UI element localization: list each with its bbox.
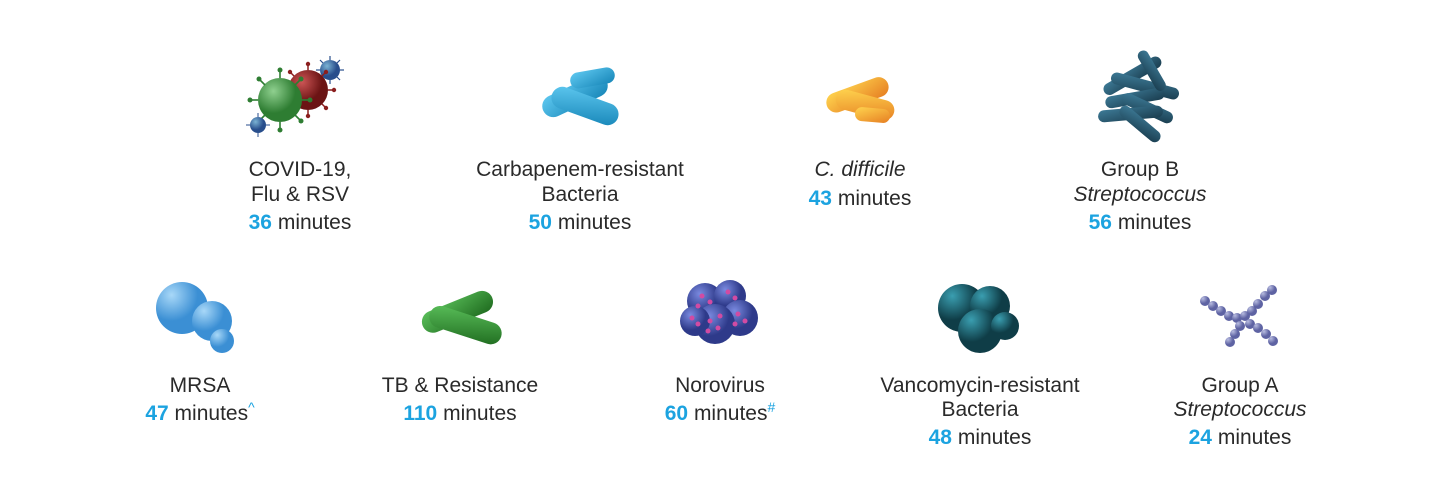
norovirus-cluster-icon bbox=[660, 266, 780, 366]
dark-rod-cluster-icon bbox=[1080, 50, 1200, 150]
row-1: COVID-19, Flu & RSV 36 minutes Carbapene… bbox=[40, 50, 1400, 236]
cell-groupa: Group A Streptococcus 24 minutes bbox=[1120, 266, 1360, 452]
pathogen-title: Group A Streptococcus bbox=[1173, 374, 1306, 422]
pathogen-title: Carbapenem-resistant Bacteria bbox=[476, 158, 684, 206]
pathogen-title: TB & Resistance bbox=[382, 374, 538, 398]
pathogen-title: Vancomycin-resistant Bacteria bbox=[880, 374, 1079, 422]
cell-norovirus: Norovirus 60 minutes# bbox=[600, 266, 840, 427]
virus-cluster-icon bbox=[240, 50, 360, 150]
cell-vancomycin: Vancomycin-resistant Bacteria 48 minutes bbox=[860, 266, 1100, 452]
time-value: 24 minutes bbox=[1189, 422, 1292, 451]
pathogen-title: C. difficile bbox=[814, 158, 905, 182]
time-value: 60 minutes# bbox=[665, 398, 776, 427]
cell-tb: TB & Resistance 110 minutes bbox=[340, 266, 580, 427]
pathogen-title: COVID-19, Flu & RSV bbox=[249, 158, 352, 206]
chain-spheres-icon bbox=[1180, 266, 1300, 366]
cell-covid: COVID-19, Flu & RSV 36 minutes bbox=[180, 50, 420, 236]
pathogen-title: Norovirus bbox=[675, 374, 765, 398]
time-value: 110 minutes bbox=[403, 398, 516, 427]
time-value: 56 minutes bbox=[1089, 207, 1192, 236]
cell-cdiff: C. difficile 43 minutes bbox=[740, 50, 980, 211]
cell-groupb: Group B Streptococcus 56 minutes bbox=[1020, 50, 1260, 236]
blue-spheres-icon bbox=[140, 266, 260, 366]
blue-rods-icon bbox=[520, 50, 640, 150]
time-value: 50 minutes bbox=[529, 207, 632, 236]
time-value: 36 minutes bbox=[249, 207, 352, 236]
pathogen-title: MRSA bbox=[170, 374, 231, 398]
pathogen-title: Group B Streptococcus bbox=[1073, 158, 1206, 206]
time-value: 48 minutes bbox=[929, 422, 1032, 451]
cell-carbapenem: Carbapenem-resistant Bacteria 50 minutes bbox=[460, 50, 700, 236]
cell-mrsa: MRSA 47 minutes^ bbox=[80, 266, 320, 427]
time-value: 47 minutes^ bbox=[145, 398, 254, 427]
teal-spheres-icon bbox=[920, 266, 1040, 366]
orange-rods-icon bbox=[800, 50, 920, 150]
row-2: MRSA 47 minutes^ TB & Resistance 110 min… bbox=[40, 266, 1400, 452]
time-value: 43 minutes bbox=[809, 183, 912, 212]
infographic-grid: COVID-19, Flu & RSV 36 minutes Carbapene… bbox=[0, 0, 1440, 502]
green-rods-icon bbox=[400, 266, 520, 366]
